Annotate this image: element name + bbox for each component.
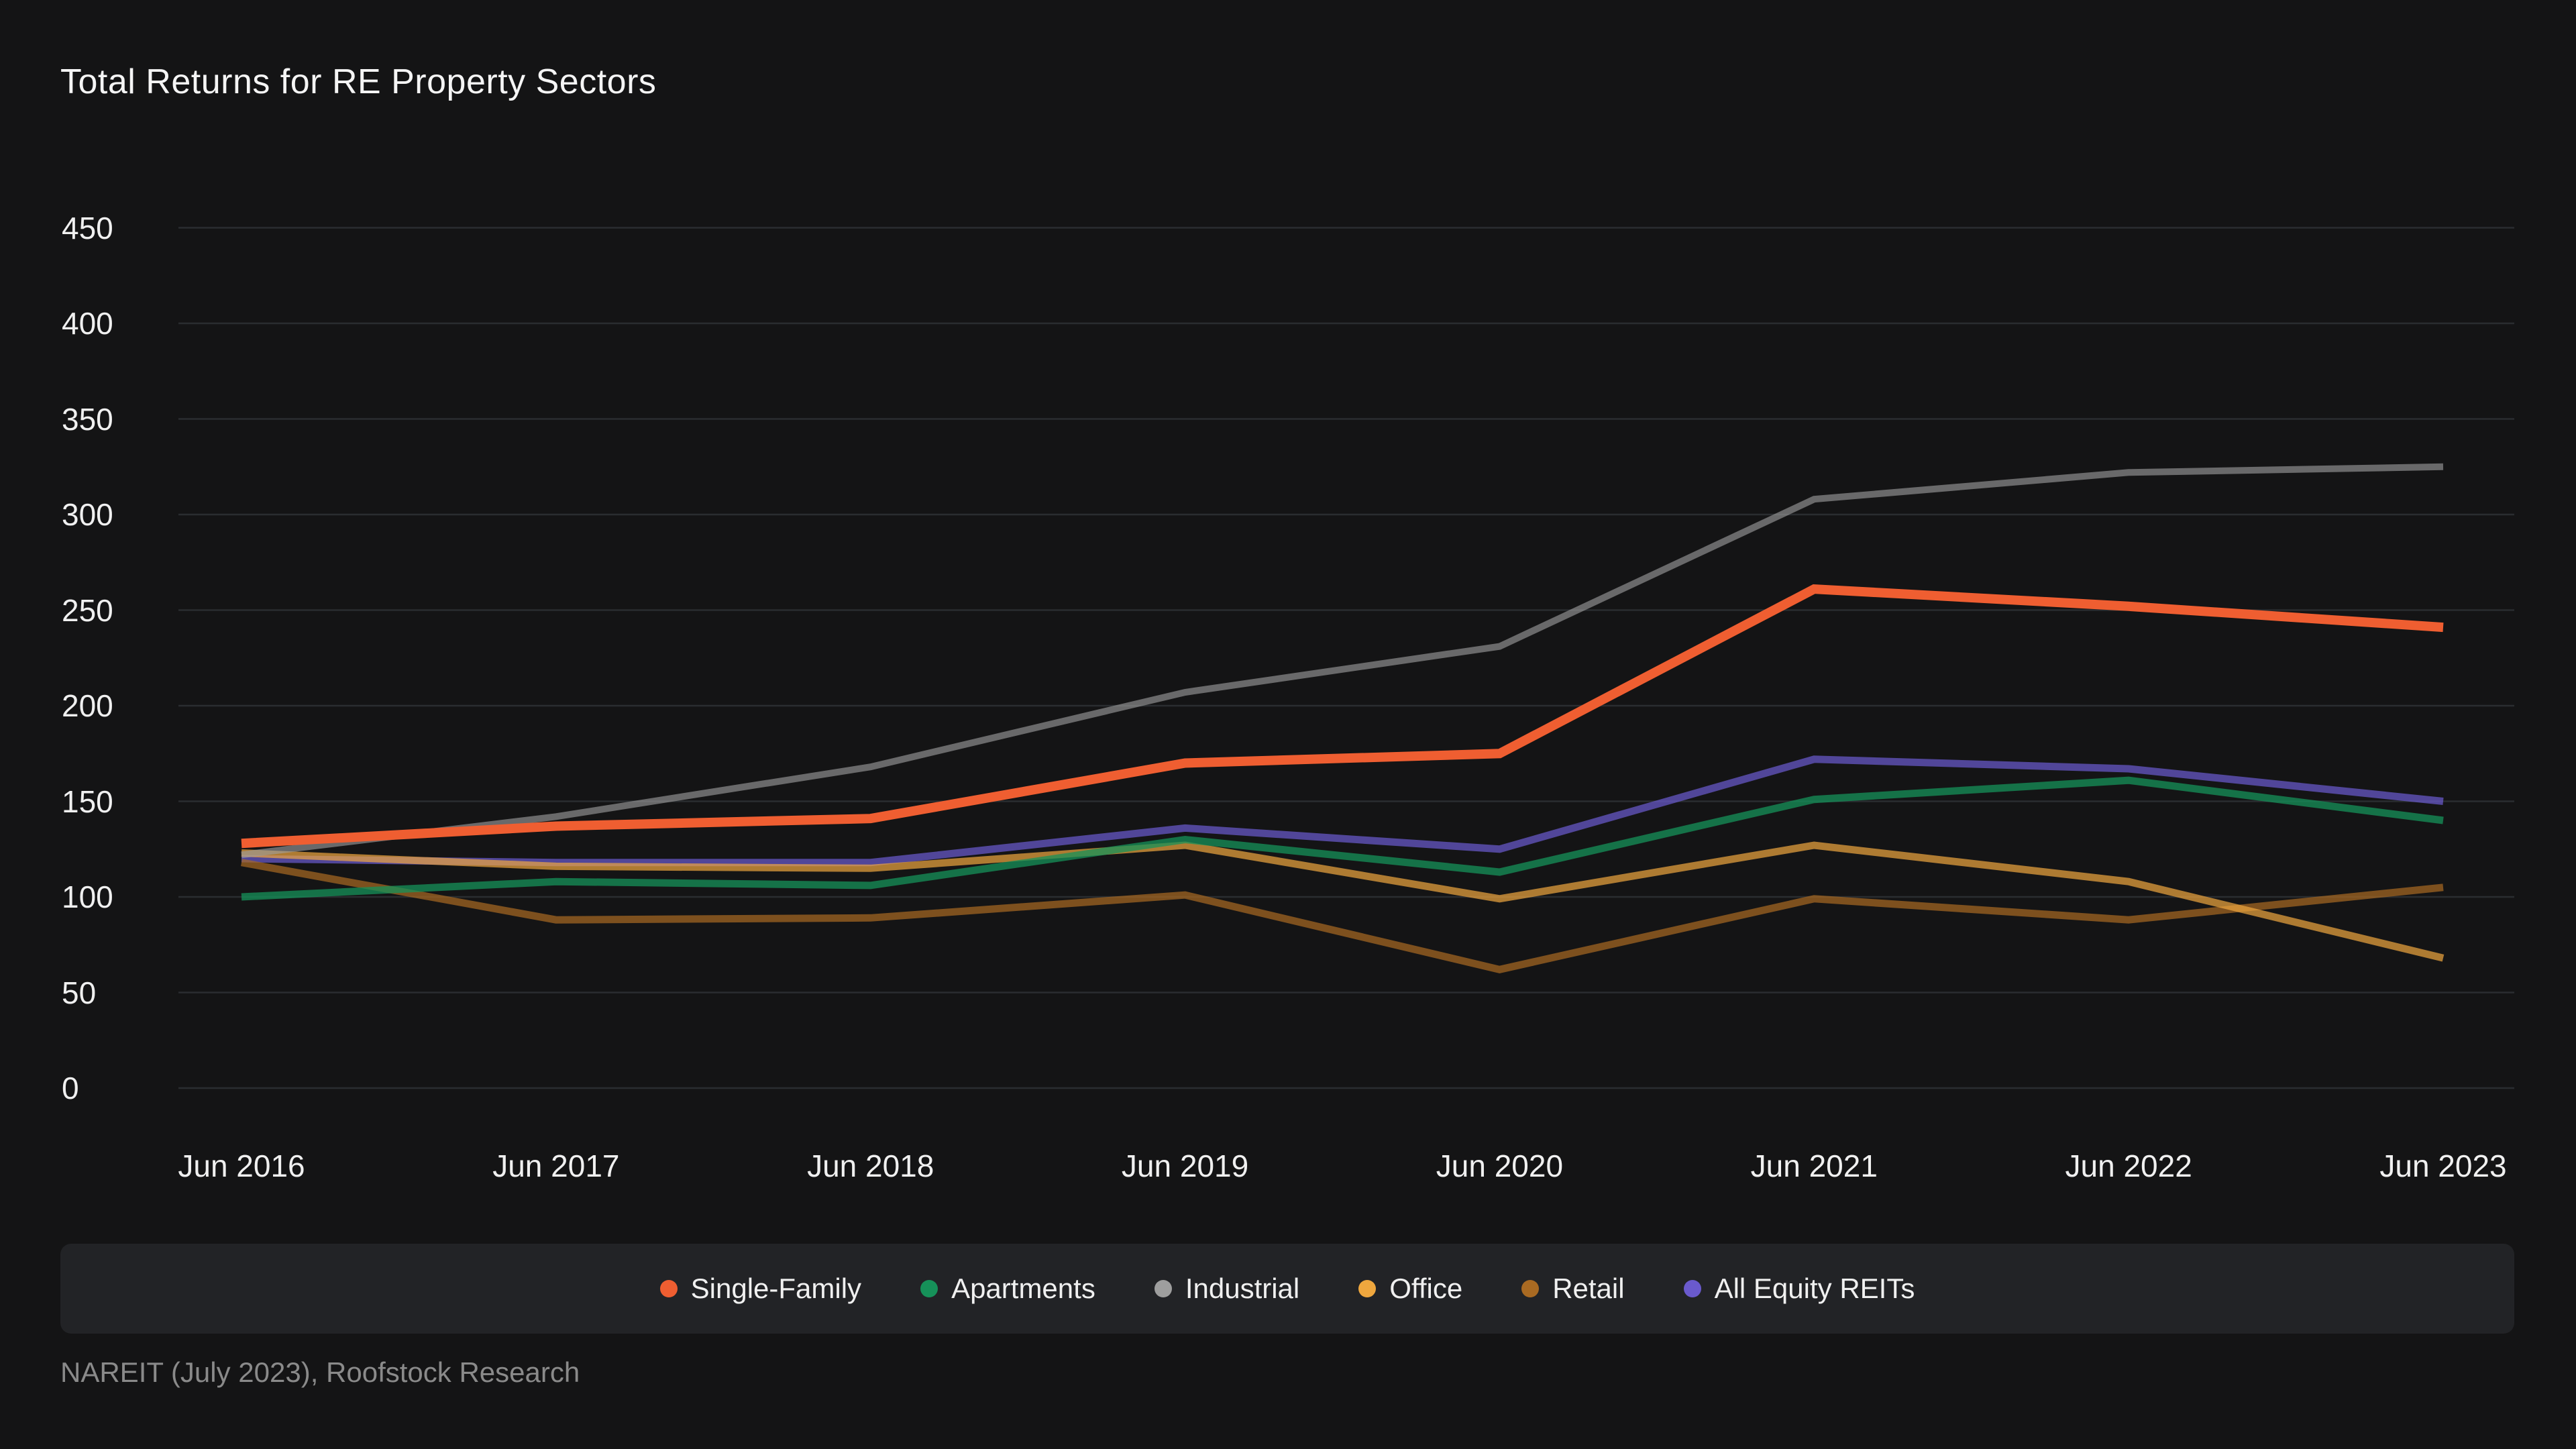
legend-dot-all-equity-reits [1683,1280,1701,1297]
series-line-retail[interactable] [241,859,2444,973]
legend-item-label: Single-Family [690,1273,862,1304]
legend-item-label: Office [1389,1273,1463,1304]
y-axis-tick-label-200: 200 [62,688,113,723]
x-axis-tick-label-jun-2021: Jun 2021 [1750,1148,1878,1183]
legend-item-label: All Equity REITs [1714,1273,1915,1304]
y-axis-tick-label-450: 450 [62,210,113,246]
series-line-industrial[interactable] [241,463,2444,859]
x-axis-tick-label-jun-2017: Jun 2017 [492,1148,620,1183]
chart-title: Total Returns for RE Property Sectors [60,62,657,101]
legend-item-label: Apartments [951,1273,1095,1304]
x-axis-tick-label-jun-2018: Jun 2018 [807,1148,934,1183]
legend-item-label: Industrial [1185,1273,1300,1304]
legend-dot-industrial [1154,1280,1172,1297]
legend-dot-office [1358,1280,1377,1297]
x-axis-tick-label-jun-2019: Jun 2019 [1121,1148,1249,1183]
legend-item-office[interactable]: Office [1358,1273,1462,1305]
series-line-office[interactable] [241,841,2445,962]
legend-item-all-equity-reits[interactable]: All Equity REITs [1683,1273,1915,1305]
legend-dot-apartments [920,1280,938,1297]
y-axis-tick-label-300: 300 [62,497,113,532]
y-axis-tick-label-350: 350 [62,401,113,437]
legend-item-industrial[interactable]: Industrial [1154,1273,1300,1305]
x-axis-tick-label-jun-2023: Jun 2023 [2379,1148,2507,1183]
series-line-single-family[interactable] [241,584,2444,849]
legend-item-label: Retail [1552,1273,1625,1304]
legend-dot-single-family [659,1280,678,1297]
chart-legend: Single-Family Apartments Industrial Office R… [60,1244,2514,1334]
legend-item-single-family[interactable]: Single-Family [659,1273,862,1305]
y-axis-tick-label-0: 0 [62,1071,79,1106]
legend-item-retail[interactable]: Retail [1521,1273,1625,1305]
y-axis-tick-label-250: 250 [62,592,113,628]
x-axis-tick-label-jun-2020: Jun 2020 [1436,1148,1564,1183]
y-axis-tick-label-400: 400 [62,306,113,341]
series-line-apartments[interactable] [241,776,2444,901]
y-axis-tick-label-150: 150 [62,784,113,819]
series-line-all-equity-reits[interactable] [241,755,2444,867]
x-axis-tick-label-jun-2016: Jun 2016 [178,1148,305,1183]
y-axis-tick-label-100: 100 [62,879,113,914]
y-axis-tick-label-50: 50 [62,975,97,1010]
legend-item-apartments[interactable]: Apartments [920,1273,1095,1305]
source-note: NAREIT (July 2023), Roofstock Research [60,1356,580,1388]
legend-dot-retail [1521,1280,1540,1297]
x-axis-tick-label-jun-2022: Jun 2022 [2065,1148,2192,1183]
